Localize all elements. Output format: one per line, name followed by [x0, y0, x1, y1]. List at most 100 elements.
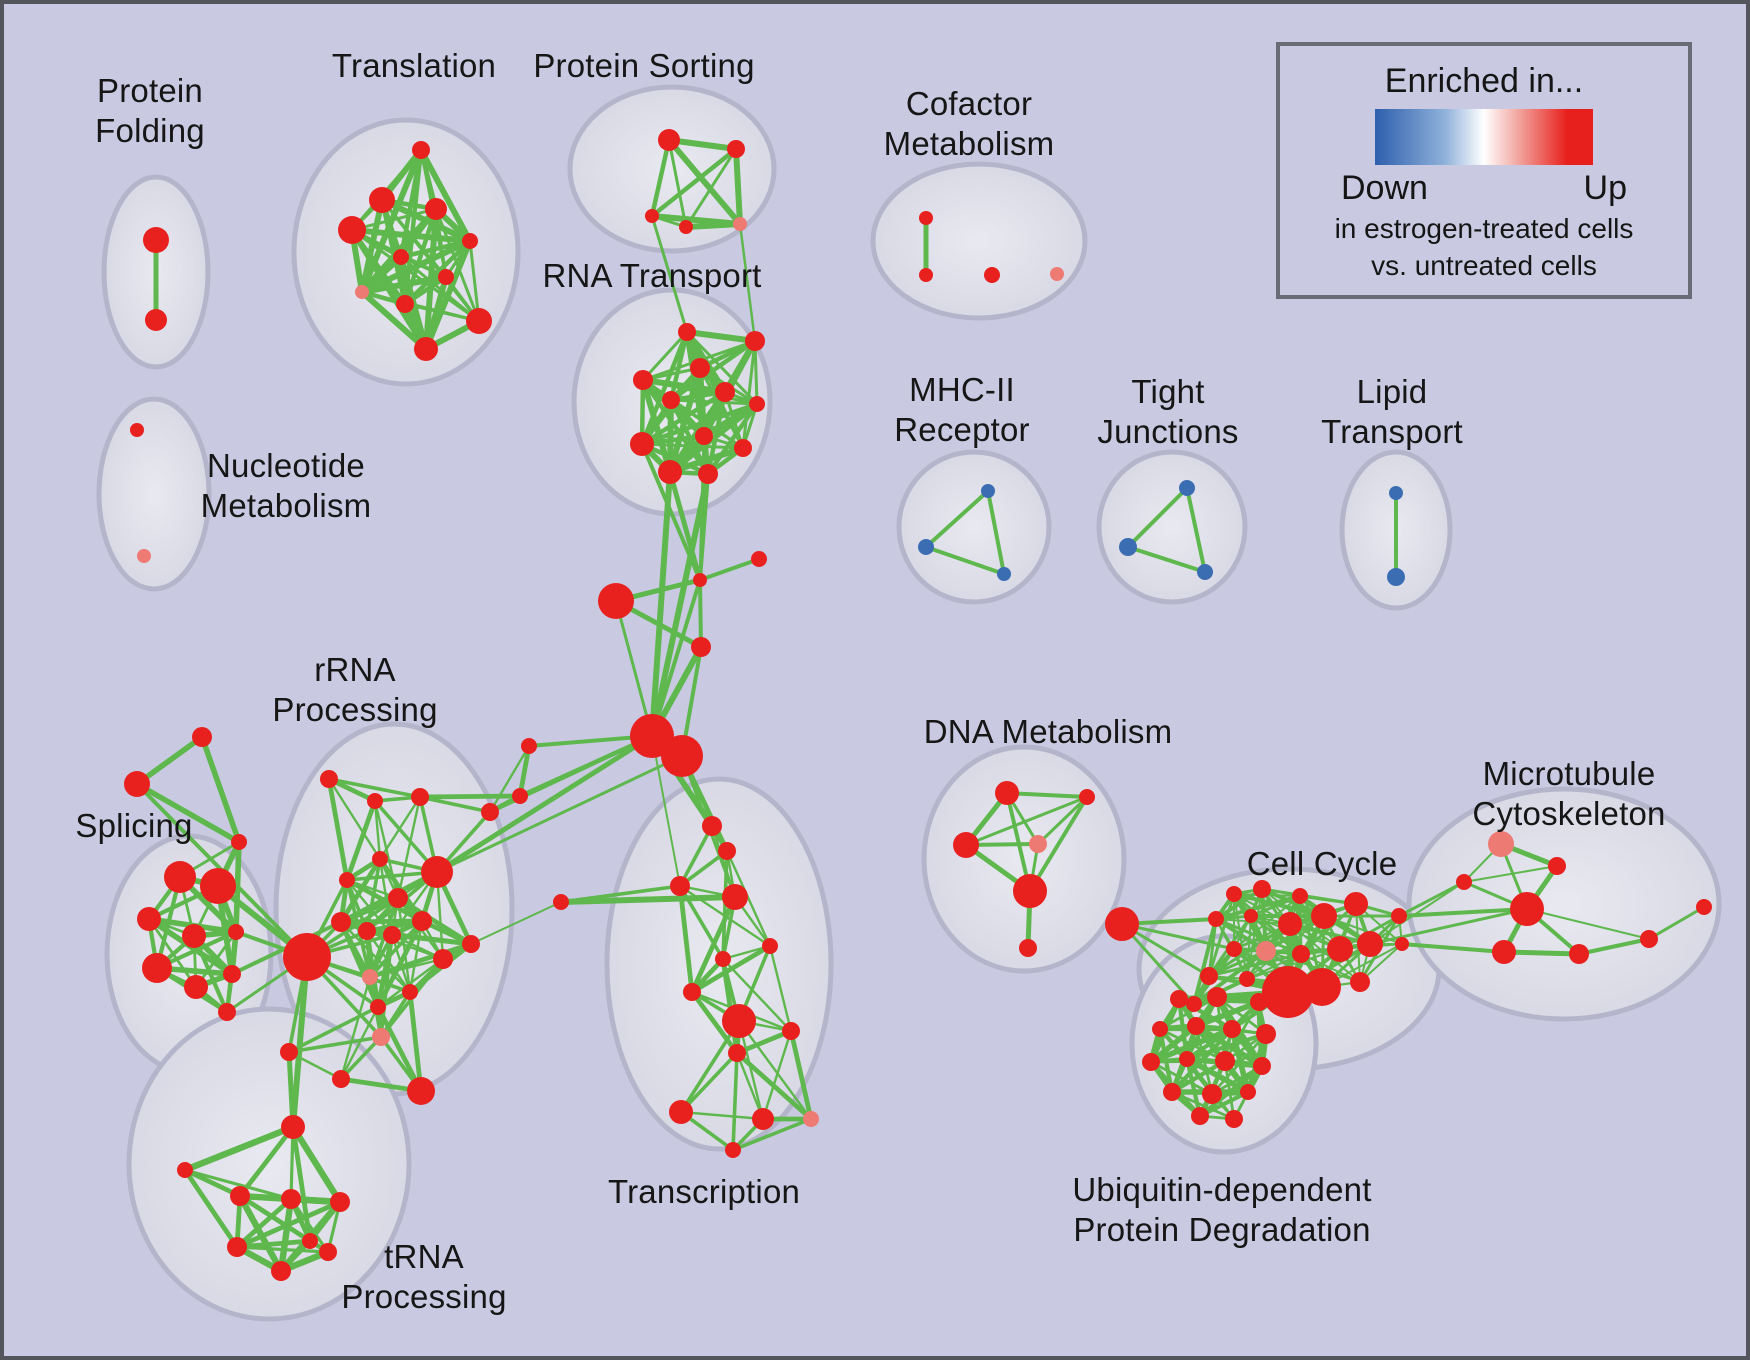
edge [1463, 865, 1558, 883]
gene-set-node [1186, 996, 1202, 1012]
gene-set-node [1029, 835, 1047, 853]
gene-set-node [1142, 1053, 1160, 1071]
gene-set-node [1278, 912, 1302, 936]
gene-set-node [1179, 1051, 1195, 1067]
edge [649, 137, 672, 219]
gene-set-node [1387, 568, 1405, 586]
edge [349, 227, 473, 244]
gene-set-node [182, 924, 206, 948]
edge [761, 1029, 793, 1121]
edge [614, 599, 654, 738]
edge [1246, 953, 1302, 980]
gene-set-node [1262, 966, 1314, 1018]
edge [236, 1192, 285, 1275]
edge [287, 1035, 383, 1054]
gene-set-node [1226, 886, 1242, 902]
edge [788, 1028, 814, 1122]
gene-set-node [645, 209, 659, 223]
gene-set-node [630, 714, 674, 758]
edge [698, 578, 703, 649]
edge [1397, 880, 1466, 918]
edge [1249, 894, 1302, 918]
edge [640, 442, 745, 450]
gene-set-node [130, 423, 144, 437]
gene-set-node [1050, 267, 1064, 281]
edge [399, 255, 448, 279]
gene-set-node [302, 1233, 318, 1249]
edge [182, 1167, 243, 1199]
edge [134, 781, 242, 845]
gene-set-node [228, 924, 244, 940]
edge [1246, 915, 1252, 980]
gene-set-node [1223, 1020, 1241, 1038]
edge [1265, 950, 1361, 983]
edge [741, 339, 757, 450]
gene-set-node [981, 484, 995, 498]
legend-up-label: Up [1583, 169, 1627, 207]
gene-set-node [512, 788, 528, 804]
gene-set-node [1256, 941, 1276, 961]
gene-set-node [683, 983, 701, 1001]
edge [327, 777, 422, 799]
edge [558, 894, 738, 905]
edge [639, 441, 711, 477]
edge [396, 795, 422, 900]
edge [768, 944, 793, 1033]
gene-set-node [1170, 990, 1188, 1008]
legend-subtitle-line2: vs. untreated cells [1371, 250, 1597, 281]
gene-set-node [1215, 1051, 1235, 1071]
edge [640, 377, 711, 477]
gene-set-node [1253, 1057, 1271, 1075]
gene-set-node [1256, 1024, 1276, 1044]
edge [182, 1167, 240, 1250]
edge [375, 918, 425, 1010]
edge [338, 895, 401, 925]
edge [725, 849, 772, 948]
edge [339, 920, 412, 994]
gene-set-node [1225, 1110, 1243, 1128]
edge [1246, 948, 1341, 980]
edge [721, 957, 793, 1033]
cluster-ellipse-nucleotide [96, 396, 212, 592]
gene-set-node [715, 382, 735, 402]
gene-set-node [1344, 892, 1368, 916]
edge [986, 489, 1006, 576]
gene-set-node [164, 861, 196, 893]
edge [651, 735, 681, 887]
gene-set-node [388, 888, 408, 908]
edge [376, 957, 445, 1009]
edge [1647, 905, 1706, 941]
edge [339, 975, 372, 1081]
edge [1126, 545, 1207, 574]
gene-set-node [919, 268, 933, 282]
edge [1028, 795, 1089, 893]
gene-set-node [1395, 937, 1409, 951]
edge [678, 824, 714, 888]
edge [417, 793, 523, 800]
gene-set-node [1013, 874, 1047, 908]
edge [1184, 1056, 1203, 1119]
gene-set-node [630, 432, 654, 456]
edge [470, 901, 562, 945]
cluster-ellipse-microtubule [1406, 786, 1722, 1022]
edge [1397, 907, 1529, 918]
gene-set-node [1152, 1021, 1168, 1037]
legend-title: Enriched in... [1384, 62, 1584, 100]
gene-set-node [358, 922, 376, 940]
gene-set-node [734, 439, 752, 457]
gene-set-node [782, 1022, 800, 1040]
edge [964, 795, 1089, 847]
edge [679, 1110, 765, 1121]
edge [434, 733, 655, 875]
gene-set-node [143, 227, 169, 253]
edge [559, 884, 682, 904]
gene-set-node [658, 460, 682, 484]
edge [326, 776, 350, 883]
edge [423, 274, 449, 352]
gene-set-node [1207, 987, 1227, 1007]
gene-set-node [1569, 944, 1589, 964]
edge [1005, 791, 1089, 799]
edge [468, 239, 481, 323]
edge [667, 445, 746, 475]
gene-set-node [1202, 1084, 1222, 1104]
